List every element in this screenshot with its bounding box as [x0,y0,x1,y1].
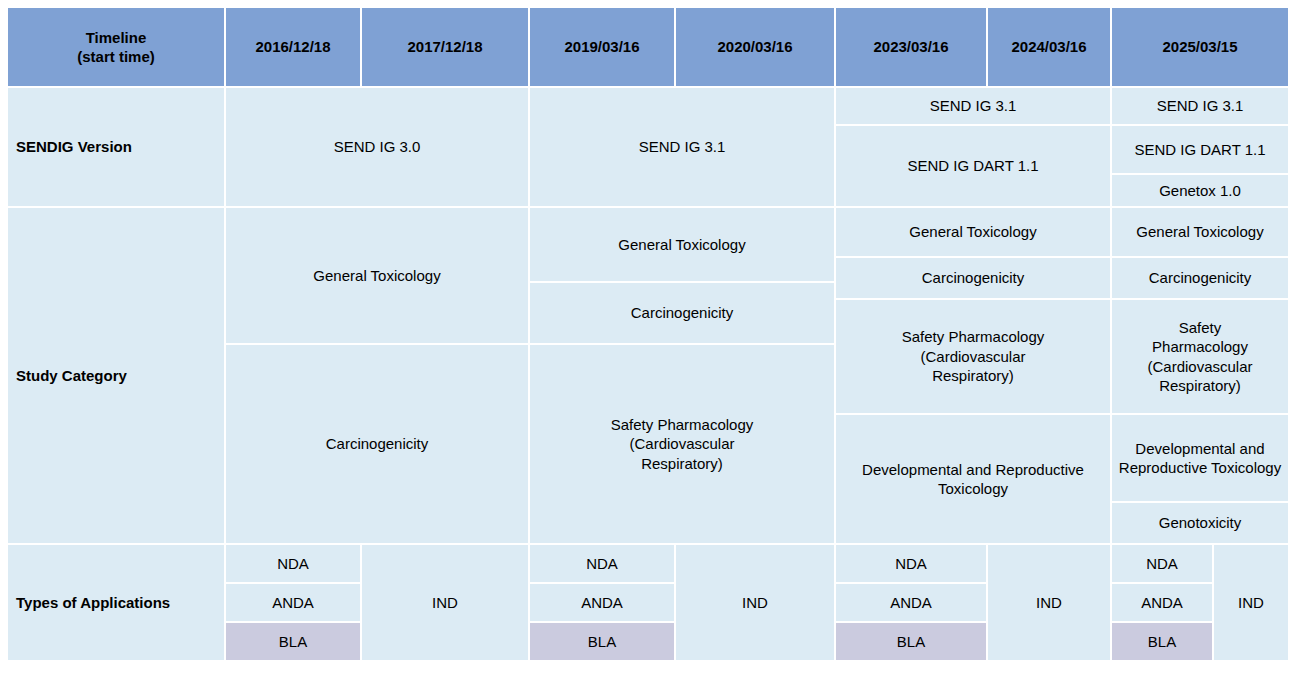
header-cell-date-2019: 2019/03/16 [530,8,674,86]
header-cell-date-2016: 2016/12/18 [226,8,360,86]
cell-nda-2016: NDA [226,545,360,582]
cell-safety-pharmacology-2023-2024: Safety Pharmacology (Cardiovascular Resp… [836,300,1110,413]
cell-sendig-3-1-2025: SEND IG 3.1 [1112,88,1288,124]
cell-carcinogenicity-2025: Carcinogenicity [1112,258,1288,298]
cell-bla-2023: BLA [836,623,986,660]
cell-anda-2019: ANDA [530,584,674,621]
cell-safety-pharmacology-2019-2020: Safety Pharmacology (Cardiovascular Resp… [530,345,834,543]
row-label-types-of-applications: Types of Applications [8,545,224,660]
cell-carcinogenicity-2016-2017: Carcinogenicity [226,345,528,543]
cell-bla-2025: BLA [1112,623,1212,660]
header-cell-date-2024: 2024/03/16 [988,8,1110,86]
cell-anda-2025: ANDA [1112,584,1212,621]
header-cell-date-2020: 2020/03/16 [676,8,834,86]
cell-nda-2019: NDA [530,545,674,582]
cell-ind-2020: IND [676,545,834,660]
cell-general-toxicology-2023-2024: General Toxicology [836,208,1110,256]
cell-sendig-dart-2023-2024: SEND IG DART 1.1 [836,126,1110,206]
header-cell-timeline: Timeline (start time) [8,8,224,86]
cell-carcinogenicity-2023-2024: Carcinogenicity [836,258,1110,298]
cell-sendig-3-1-2023-2024: SEND IG 3.1 [836,88,1110,124]
cell-nda-2025: NDA [1112,545,1212,582]
cell-nda-2023: NDA [836,545,986,582]
row-label-sendig-version: SENDIG Version [8,88,224,206]
cell-sendig-3-1-2019-2020: SEND IG 3.1 [530,88,834,206]
cell-bla-2016: BLA [226,623,360,660]
header-cell-date-2023: 2023/03/16 [836,8,986,86]
timeline-table: Timeline (start time) 2016/12/18 2017/12… [0,0,1295,668]
cell-bla-2019: BLA [530,623,674,660]
cell-ind-2024: IND [988,545,1110,660]
cell-general-toxicology-2019-2020: General Toxicology [530,208,834,281]
cell-anda-2023: ANDA [836,584,986,621]
cell-sendig-dart-2025: SEND IG DART 1.1 [1112,126,1288,173]
header-cell-date-2017: 2017/12/18 [362,8,528,86]
cell-general-toxicology-2025: General Toxicology [1112,208,1288,256]
cell-carcinogenicity-2019-2020: Carcinogenicity [530,283,834,343]
cell-ind-2025: IND [1214,545,1288,660]
cell-developmental-reproductive-2025: Developmental and Reproductive Toxicolog… [1112,415,1288,501]
cell-sendig-3-0-2016-2017: SEND IG 3.0 [226,88,528,206]
cell-genetox-2025: Genetox 1.0 [1112,175,1288,206]
cell-general-toxicology-2016-2017: General Toxicology [226,208,528,343]
row-label-study-category: Study Category [8,208,224,543]
header-cell-date-2025: 2025/03/15 [1112,8,1288,86]
cell-safety-pharmacology-2025: Safety Pharmacology (Cardiovascular Resp… [1112,300,1288,413]
cell-anda-2016: ANDA [226,584,360,621]
cell-genotoxicity-2025: Genotoxicity [1112,503,1288,543]
cell-ind-2017: IND [362,545,528,660]
cell-developmental-reproductive-2023-2024: Developmental and Reproductive Toxicolog… [836,415,1110,543]
